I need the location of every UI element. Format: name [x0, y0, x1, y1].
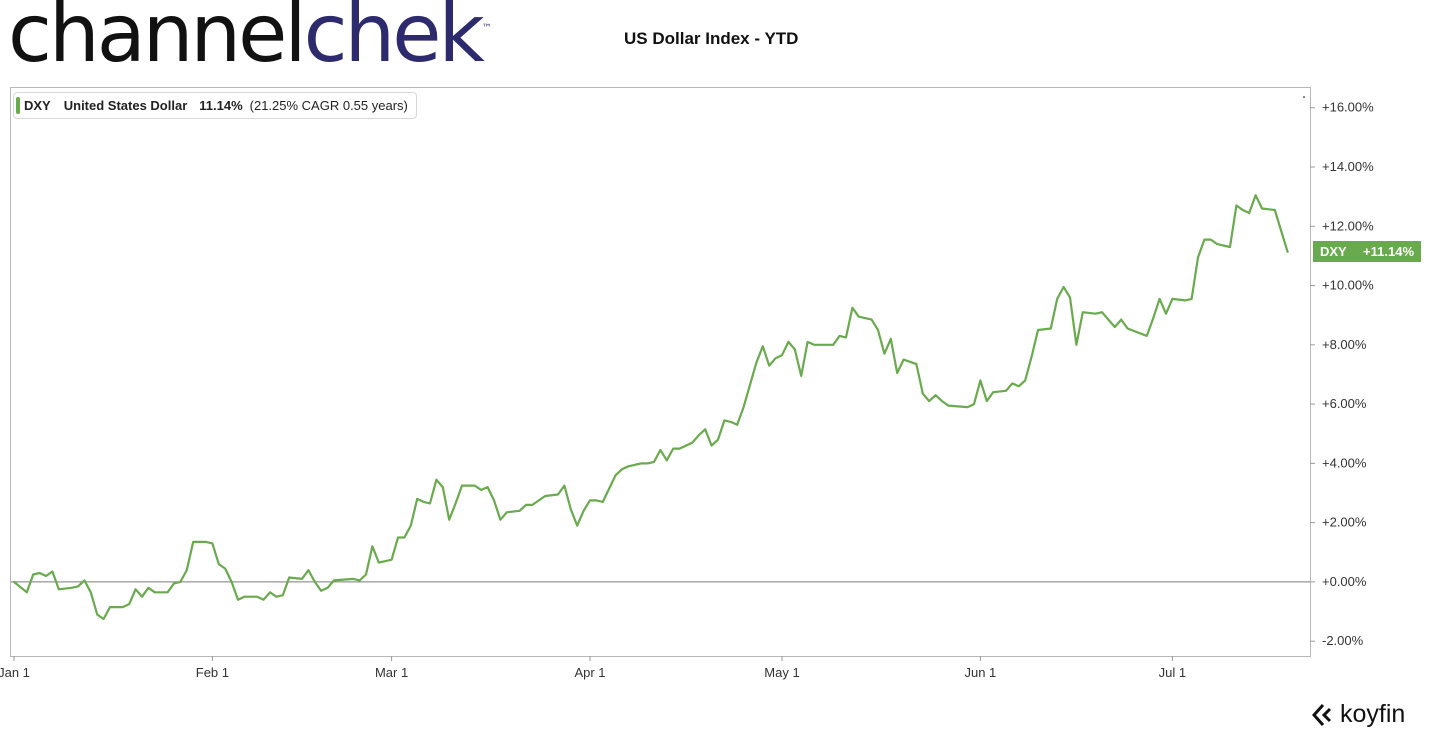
y-tick-label: +14.00%: [1322, 159, 1374, 174]
x-axis: Jan 1 Feb 1 Mar 1 Apr 1 May 1 Jun 1 Jul 1: [0, 656, 1186, 680]
legend-series-name: United States Dollar: [63, 98, 188, 113]
last-value-badge: DXY +11.14%: [1313, 241, 1421, 263]
plot-frame: [10, 87, 1311, 657]
y-tick-label: +16.00%: [1322, 100, 1374, 115]
y-tick-label: +8.00%: [1322, 337, 1367, 352]
page-title: US Dollar Index - YTD: [624, 29, 799, 48]
y-axis: -2.00% +0.00% +2.00% +4.00% +6.00% +8.00% +10.…: [1310, 100, 1374, 648]
badge-ticker: DXY: [1320, 244, 1347, 260]
x-tick-label: May 1: [764, 665, 799, 680]
x-tick-label: Mar 1: [375, 665, 408, 680]
y-tick-label: +4.00%: [1322, 455, 1367, 470]
logo-text-channel: channel: [8, 0, 307, 80]
series-legend[interactable]: DXY United States Dollar 11.14% (21.25% …: [13, 92, 417, 119]
x-tick-label: Jul 1: [1159, 665, 1186, 680]
y-tick-label: +0.00%: [1322, 574, 1367, 589]
legend-color-swatch: [16, 97, 20, 114]
x-tick-label: Jun 1: [964, 665, 996, 680]
koyfin-brand-text: koyfin: [1340, 700, 1406, 728]
badge-value: +11.14%: [1363, 244, 1414, 260]
y-tick-label: +12.00%: [1322, 218, 1374, 233]
y-tick-label: +6.00%: [1322, 396, 1367, 411]
y-tick-label: +2.00%: [1322, 515, 1367, 530]
x-tick-label: Feb 1: [196, 665, 229, 680]
y-tick-label: -2.00%: [1322, 633, 1364, 648]
koyfin-logo-icon: [1312, 703, 1332, 726]
channelchek-logo: channelchek™: [8, 0, 492, 74]
frame-corner-dot: [1303, 96, 1305, 98]
x-tick-label: Apr 1: [574, 665, 605, 680]
legend-ticker: DXY: [24, 98, 51, 113]
logo-trademark: ™: [481, 23, 492, 34]
series-line-dxy[interactable]: [12, 194, 1289, 621]
y-tick-label: +10.00%: [1322, 278, 1374, 293]
logo-text-chek: chek: [303, 0, 485, 80]
legend-change: 11.14%: [199, 98, 243, 113]
legend-cagr: (21.25% CAGR 0.55 years): [249, 98, 408, 113]
x-tick-label: Jan 1: [0, 665, 30, 680]
koyfin-watermark: koyfin: [1312, 700, 1405, 729]
